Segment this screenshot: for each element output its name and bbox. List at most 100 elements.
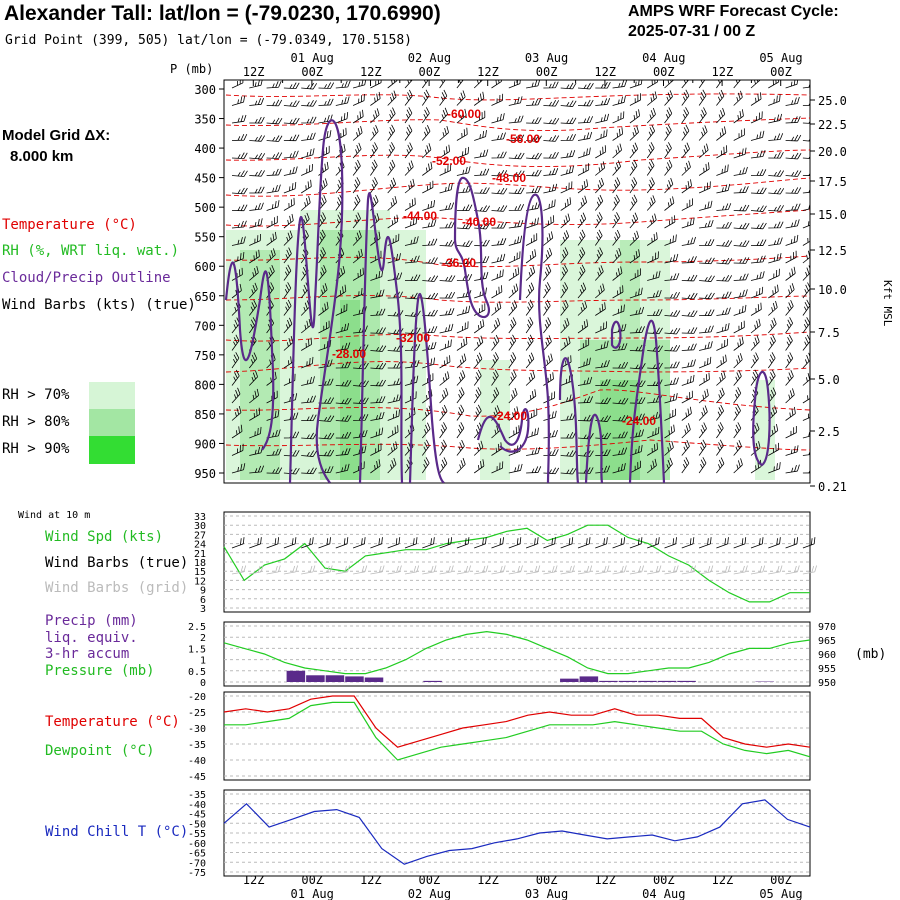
wind-barb xyxy=(456,422,465,439)
surface-wind-barb-grid xyxy=(301,565,316,575)
rh90-swatch xyxy=(89,436,135,464)
wind-barb xyxy=(491,334,500,351)
wind-barb xyxy=(456,305,471,316)
wind-barb xyxy=(768,300,778,316)
wind-barb xyxy=(768,423,779,439)
wind-barb xyxy=(629,249,641,264)
wind-barb xyxy=(508,369,517,386)
wind-barb xyxy=(526,117,542,124)
precip-panel-right-tick-label: 960 xyxy=(818,650,836,661)
surface-wind-barb-true xyxy=(629,537,643,549)
wind-barb xyxy=(231,187,248,195)
wind-barb xyxy=(231,369,240,386)
wind-barb xyxy=(699,257,715,265)
wind-barb xyxy=(318,229,326,246)
wind-barb xyxy=(560,165,574,176)
top-axis-hour-label: 00Z xyxy=(770,65,792,79)
wind-barb xyxy=(318,415,335,422)
wind-barb xyxy=(543,372,554,386)
wind-barb xyxy=(491,187,508,195)
wind-barb xyxy=(353,380,369,387)
wind-barb xyxy=(802,232,810,246)
wind-barb xyxy=(422,180,434,194)
wind-barb xyxy=(231,424,243,439)
wind-barb xyxy=(318,98,334,106)
wind-barb xyxy=(422,161,433,176)
wind-barb xyxy=(421,107,430,124)
wind-barb xyxy=(577,147,591,159)
legend-rh80: RH > 80% xyxy=(2,414,70,430)
wind-barb xyxy=(404,197,416,211)
windchill-panel-tick-label: -35 xyxy=(188,790,206,801)
surface-wind-barb-true xyxy=(647,537,660,549)
top-axis-date-label: 03 Aug xyxy=(525,51,568,65)
wind-barb xyxy=(231,463,246,474)
wind-barb xyxy=(301,467,317,475)
wind-barb xyxy=(439,125,449,141)
wind-barb xyxy=(318,212,326,229)
wind-barb xyxy=(283,335,294,351)
wind-barb xyxy=(664,393,678,404)
surface-wind-barb-grid xyxy=(543,565,558,575)
surface-wind-barb-grid xyxy=(612,565,627,575)
precip-panel-tick-label: 0 xyxy=(200,678,206,689)
wind-barb xyxy=(318,449,335,457)
page-title: Alexander Tall: lat/lon = (-79.0230, 170… xyxy=(4,2,441,25)
wind-barb xyxy=(612,343,628,351)
surface-wind-barb-true xyxy=(595,537,608,549)
wind-barb xyxy=(629,306,645,316)
windchill-panel-tick-label: -75 xyxy=(188,868,206,879)
pressure-tick-label: 600 xyxy=(194,260,216,274)
wind-barb xyxy=(698,372,710,386)
pressure-tick-label: 450 xyxy=(194,172,216,186)
wind-barb xyxy=(698,439,707,456)
wind-barb xyxy=(750,169,767,176)
wind-barb xyxy=(266,215,278,229)
wind-barb xyxy=(301,450,318,457)
legend-wind-speed: Wind Spd (kts) xyxy=(45,529,164,545)
wind-barb xyxy=(595,302,606,316)
wind-barb xyxy=(733,458,743,474)
wind-barb xyxy=(283,182,297,194)
precip-bar xyxy=(306,675,325,682)
wind-barb xyxy=(474,168,490,176)
surface-wind-barb-grid xyxy=(681,565,696,575)
wind-barb xyxy=(646,159,655,176)
wind-barb xyxy=(422,309,438,317)
wind-barb xyxy=(767,334,776,351)
wind-barb xyxy=(249,170,265,177)
surface-wind-barb-grid xyxy=(750,565,766,575)
wind-barb xyxy=(681,274,698,282)
pressure-tick-label: 300 xyxy=(194,83,216,97)
precip-bar xyxy=(325,675,345,682)
wind-barb xyxy=(768,462,781,474)
wind-barb xyxy=(577,376,593,386)
top-axis-hour-label: 12Z xyxy=(712,65,734,79)
wind-barb xyxy=(456,166,471,176)
wind-barb xyxy=(370,345,387,352)
wind-barb xyxy=(595,98,611,106)
wind-barb xyxy=(525,265,536,281)
temperature-panel-tick-label: -35 xyxy=(188,740,206,751)
precip-panel-tick-label: 1 xyxy=(200,656,206,667)
wind-barb xyxy=(387,327,404,335)
wind-barb xyxy=(785,234,799,246)
wind-barb xyxy=(612,111,625,124)
wind-barb xyxy=(525,334,534,351)
wind-panel-tick-label: 6 xyxy=(200,595,206,606)
wind-barb xyxy=(231,236,246,246)
surface-wind-barb-true xyxy=(560,537,574,549)
wind-barb xyxy=(525,352,535,369)
wind-barb xyxy=(768,94,781,106)
wind-barb xyxy=(456,370,466,386)
wind-barb xyxy=(491,387,500,404)
wind-barb xyxy=(404,142,413,159)
kft-tick-label: 17.5 xyxy=(818,175,847,189)
wind-barb xyxy=(612,266,623,281)
pressure-tick-label: 800 xyxy=(194,378,216,392)
precip-panel-right-tick-label: 965 xyxy=(818,636,836,647)
wind-barb xyxy=(526,186,542,194)
wind-barb xyxy=(404,310,421,317)
wind-barb xyxy=(231,133,248,141)
wind-barb xyxy=(681,256,697,264)
